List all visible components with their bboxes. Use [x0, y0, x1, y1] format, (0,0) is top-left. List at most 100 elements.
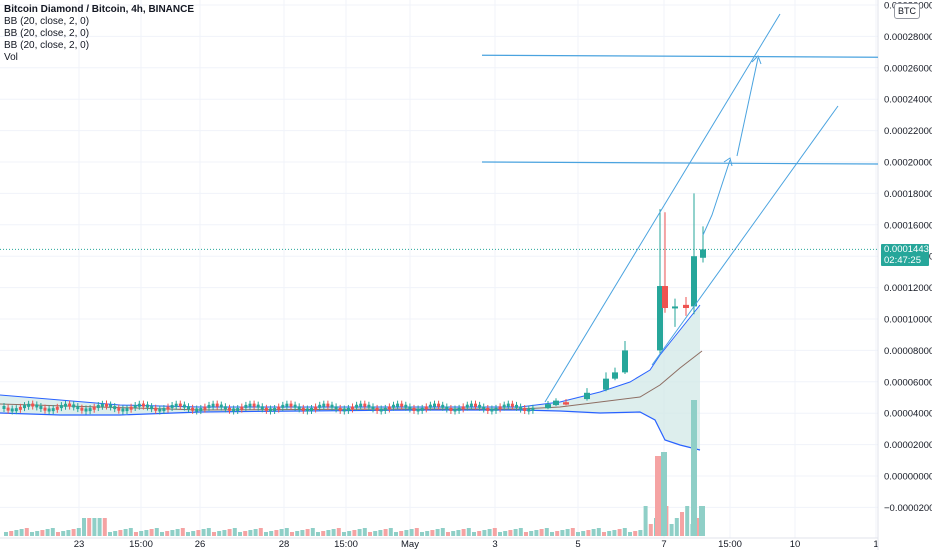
channel-lower-line — [651, 105, 839, 366]
candle-body — [553, 400, 559, 406]
volume-bar — [638, 530, 643, 536]
history-candle — [527, 408, 531, 412]
history-candle — [178, 403, 182, 407]
volume-bar — [508, 530, 513, 536]
volume-bar — [685, 506, 690, 536]
volume-bar — [222, 530, 227, 536]
y-tick-label: 0.00018000 — [884, 189, 932, 200]
volume-bar — [524, 532, 528, 536]
history-candle — [457, 407, 461, 411]
volume-bar — [648, 524, 653, 536]
volume-bar — [123, 529, 128, 536]
volume-bar — [357, 529, 362, 536]
currency-badge[interactable]: BTC — [894, 3, 920, 19]
volume-bar — [586, 530, 591, 536]
y-tick-label: 0.00012000 — [884, 283, 932, 294]
history-candle — [182, 404, 186, 408]
history-candle — [445, 406, 449, 410]
volume-bar — [451, 531, 456, 536]
volume-bar — [118, 530, 123, 536]
candle-body — [622, 350, 628, 373]
indicator-bb-2[interactable]: BB (20, close, 2, 0) — [4, 28, 90, 39]
volume-bar — [435, 529, 440, 536]
volume-bar — [9, 531, 14, 536]
volume-bar — [643, 506, 648, 536]
indicator-bb-1[interactable]: BB (20, close, 2, 0) — [4, 16, 90, 27]
volume-bar — [56, 532, 60, 536]
y-tick-label: 0.00004000 — [884, 409, 932, 420]
volume-bar — [529, 531, 534, 536]
history-candle — [80, 407, 84, 411]
history-candle — [64, 403, 67, 407]
history-candle — [109, 404, 113, 408]
history-candle — [256, 404, 260, 408]
history-candle — [420, 407, 424, 411]
volume-bar — [321, 531, 326, 536]
history-candle — [31, 403, 35, 407]
history-candle — [523, 408, 527, 412]
candle-body — [563, 402, 569, 405]
history-candle — [482, 406, 486, 410]
indicator-volume[interactable]: Vol — [4, 52, 18, 63]
y-tick-label: 0.00002000 — [884, 440, 932, 451]
history-candle — [412, 407, 416, 411]
history-candle — [498, 406, 502, 410]
volume-bar — [66, 530, 71, 536]
volume-bar — [581, 531, 586, 536]
history-candle — [219, 404, 223, 408]
history-candle — [375, 407, 379, 411]
volume-bar — [14, 530, 19, 536]
volume-bar — [71, 529, 76, 536]
history-candle — [277, 406, 281, 410]
volume-bar — [269, 531, 274, 536]
volume-bar — [633, 531, 638, 536]
volume-bar — [430, 530, 435, 536]
volume-bar — [456, 530, 461, 536]
volume-bar — [279, 529, 284, 536]
history-candle — [76, 406, 80, 410]
volume-bar — [576, 532, 580, 536]
projection-arrow-2 — [736, 57, 759, 157]
history-candle — [519, 406, 523, 410]
volume-bar — [97, 518, 102, 536]
history-candle — [387, 406, 391, 410]
volume-bar — [331, 529, 336, 536]
y-tick-label: −0.00002000 — [884, 503, 932, 514]
history-candle — [281, 404, 285, 408]
history-candle — [252, 403, 256, 407]
x-tick-label: 15:00 — [129, 539, 153, 550]
volume-bar — [373, 531, 378, 536]
history-candle — [441, 404, 445, 408]
candle-body — [612, 372, 618, 379]
volume-bar — [612, 530, 617, 536]
volume-bar — [4, 532, 8, 536]
volume-bar — [76, 528, 81, 536]
indicator-bb-3[interactable]: BB (20, close, 2, 0) — [4, 40, 90, 51]
volume-bar — [409, 529, 414, 536]
volume-bar — [180, 528, 185, 536]
volume-bar — [134, 532, 138, 536]
volume-bar — [264, 532, 268, 536]
volume-bar — [607, 531, 612, 536]
x-tick-label: 23 — [74, 539, 85, 550]
history-candle — [367, 404, 371, 408]
volume-bar — [50, 528, 55, 536]
volume-bar — [227, 529, 232, 536]
volume-bar — [342, 532, 346, 536]
volume-bar — [165, 531, 170, 536]
volume-bar — [487, 529, 492, 536]
history-candle — [392, 404, 395, 408]
history-candle — [2, 406, 6, 409]
x-tick-label: 5 — [575, 539, 580, 550]
history-candle — [531, 407, 535, 411]
candle-body — [657, 286, 663, 351]
y-tick-label: 0.00020000 — [884, 158, 932, 169]
history-candle — [88, 408, 92, 412]
history-candle — [437, 403, 441, 407]
history-candle — [478, 404, 482, 408]
candle-body — [672, 306, 678, 309]
history-candle — [465, 404, 469, 408]
history-candle — [35, 404, 39, 408]
volume-bar — [243, 531, 248, 536]
